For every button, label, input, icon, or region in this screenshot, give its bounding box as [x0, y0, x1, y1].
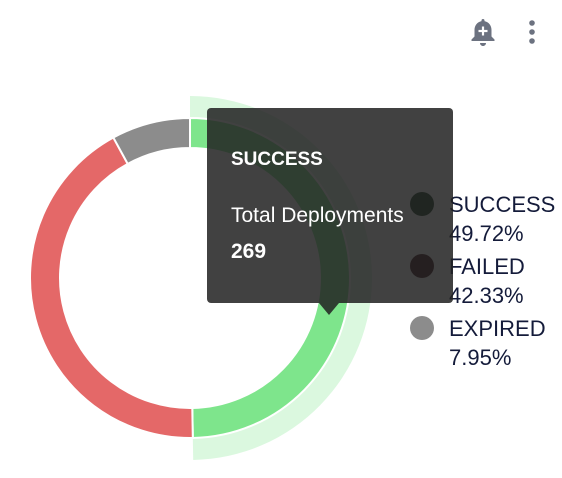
legend-value-expired: 7.95%: [449, 345, 512, 370]
chart-tooltip: SUCCESS Total Deployments 269: [207, 108, 453, 315]
legend-item-expired[interactable]: EXPIRED 7.95%: [408, 314, 558, 376]
slice-expired[interactable]: [112, 116, 191, 166]
tooltip-value: 269: [231, 240, 267, 263]
legend-label-failed: FAILED: [449, 254, 525, 279]
more-vertical-icon[interactable]: [516, 16, 548, 48]
legend-value-success: 49.72%: [449, 221, 524, 246]
legend-label-expired: EXPIRED: [449, 316, 546, 341]
legend-value-failed: 42.33%: [449, 283, 524, 308]
legend-dot-expired: [410, 316, 434, 340]
tooltip-title: SUCCESS: [231, 149, 323, 170]
tooltip-arrow: [319, 303, 339, 315]
tooltip-label: Total Deployments: [231, 204, 404, 227]
legend-item-success[interactable]: SUCCESS 49.72%: [408, 190, 558, 252]
slice-failed[interactable]: [29, 136, 194, 439]
legend-label-success: SUCCESS: [449, 192, 556, 217]
chart-legend: SUCCESS 49.72% FAILED 42.33% EXPIRED 7.9…: [408, 190, 558, 376]
bell-plus-icon[interactable]: [467, 16, 499, 48]
